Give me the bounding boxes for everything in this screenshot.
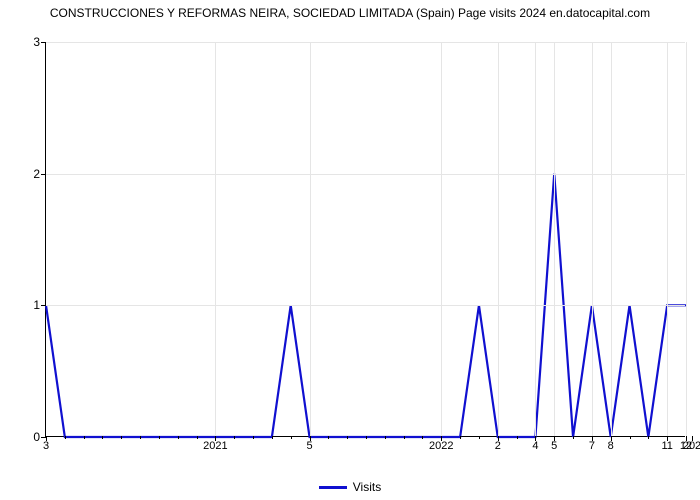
- xtick-label: 8: [608, 436, 614, 452]
- legend-swatch: [319, 486, 347, 489]
- legend-label: Visits: [353, 480, 381, 494]
- xtick-minor: [517, 436, 518, 439]
- gridline-v: [611, 42, 612, 436]
- gridline-v: [441, 42, 442, 436]
- xtick-label: 2: [495, 436, 501, 452]
- xtick-minor: [291, 436, 292, 439]
- xtick-label: 7: [589, 436, 595, 452]
- xtick-label: 5: [306, 436, 312, 452]
- gridline-v: [554, 42, 555, 436]
- gridline-v: [535, 42, 536, 436]
- ytick-label: 2: [16, 167, 46, 181]
- xtick-minor: [460, 436, 461, 439]
- gridline-v: [310, 42, 311, 436]
- xtick-minor: [253, 436, 254, 439]
- ytick-label: 1: [16, 298, 46, 312]
- gridline-v: [686, 42, 687, 436]
- xtick-minor: [573, 436, 574, 439]
- xtick-label: 2022: [429, 436, 453, 452]
- gridline-v: [498, 42, 499, 436]
- xtick-minor: [648, 436, 649, 439]
- xtick-minor: [159, 436, 160, 439]
- line-series: [46, 42, 686, 437]
- gridline-h: [46, 42, 685, 43]
- plot-area: 01233202152022245781112202: [45, 42, 685, 437]
- xtick-label: 11: [661, 436, 672, 452]
- xtick-label: 3: [43, 436, 49, 452]
- chart-area: 01233202152022245781112202: [45, 42, 685, 437]
- ytick-label: 0: [16, 430, 46, 444]
- gridline-h: [46, 305, 685, 306]
- gridline-h: [46, 174, 685, 175]
- xtick-minor: [385, 436, 386, 439]
- xtick-minor: [234, 436, 235, 439]
- xtick-label: 2021: [203, 436, 227, 452]
- xtick-minor: [84, 436, 85, 439]
- xtick-minor: [140, 436, 141, 439]
- xtick-minor: [479, 436, 480, 439]
- xtick-label: 5: [551, 436, 557, 452]
- gridline-v: [215, 42, 216, 436]
- xtick-minor: [65, 436, 66, 439]
- xtick-minor: [422, 436, 423, 439]
- xtick-minor: [272, 436, 273, 439]
- xtick-minor: [347, 436, 348, 439]
- xtick-minor: [102, 436, 103, 439]
- xtick-label: 4: [532, 436, 538, 452]
- xtick-minor: [178, 436, 179, 439]
- xtick-minor: [197, 436, 198, 439]
- xtick-minor: [328, 436, 329, 439]
- ytick-label: 3: [16, 35, 46, 49]
- legend: Visits: [0, 480, 700, 494]
- chart-title: CONSTRUCCIONES Y REFORMAS NEIRA, SOCIEDA…: [0, 0, 700, 22]
- xtick-minor: [366, 436, 367, 439]
- xtick-minor: [404, 436, 405, 439]
- gridline-v: [592, 42, 593, 436]
- gridline-v: [667, 42, 668, 436]
- xtick-minor: [630, 436, 631, 439]
- xtick-label: 202: [683, 436, 700, 452]
- xtick-minor: [121, 436, 122, 439]
